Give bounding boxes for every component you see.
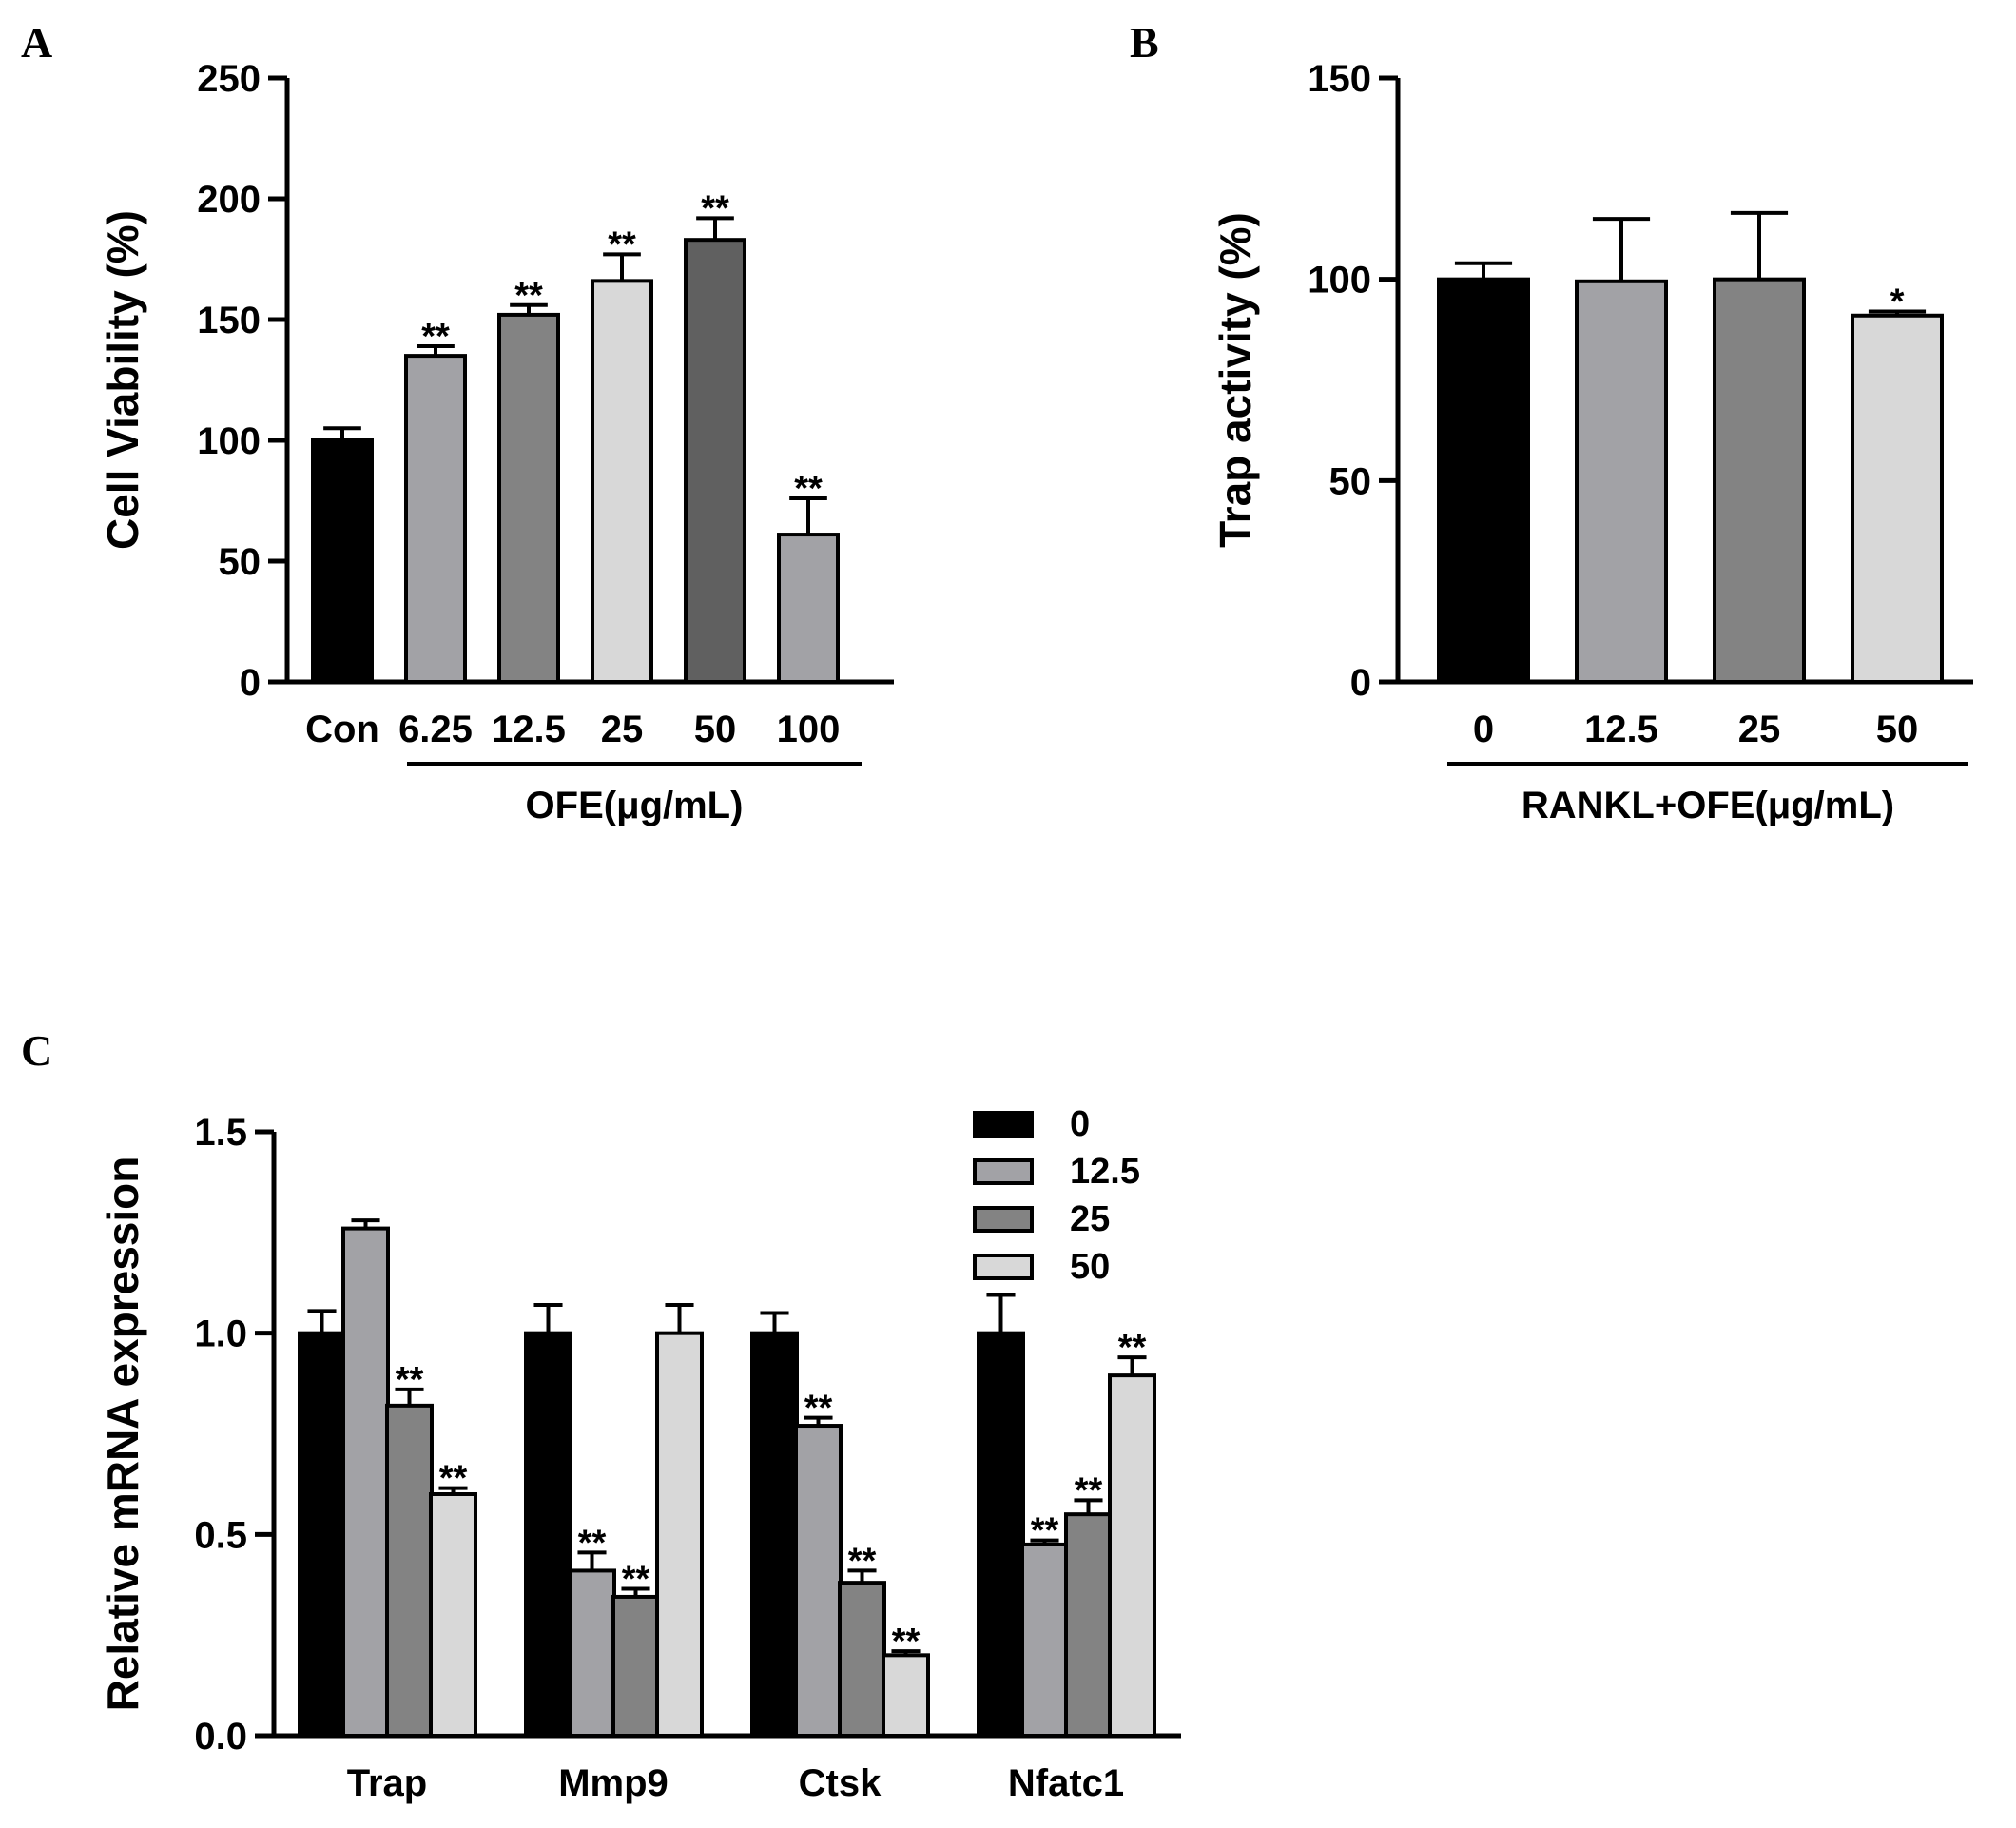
chart-c-bar-trap-12-5 [341, 1226, 390, 1738]
chart-c-x-tick-label-mmp9: Mmp9 [558, 1762, 669, 1804]
chart-c-bar-nfatc1-0 [977, 1331, 1025, 1738]
chart-a-significance-100: ** [794, 469, 823, 509]
chart-b-bar-12-5 [1575, 279, 1668, 684]
chart-a-cell-viability: 0 50 100 150 200 250 Cell Viability (%) Con ** 6.… [98, 58, 894, 826]
chart-b-bar-25 [1713, 277, 1806, 684]
chart-c-bar-nfatc1-12-5 [1020, 1542, 1069, 1738]
chart-a-significance-12-5: ** [514, 276, 543, 316]
chart-c-legend-swatch-12-5 [973, 1158, 1034, 1185]
chart-b-y-tick-label: 150 [1308, 58, 1371, 100]
chart-a-bar-12-5 [497, 312, 560, 684]
chart-a-y-tick-label: 0 [240, 662, 261, 704]
chart-c-legend-label-0: 0 [1070, 1104, 1090, 1144]
panel-letter-c: C [21, 1026, 52, 1075]
chart-a-y-tick-label: 250 [197, 58, 261, 100]
chart-c-legend-label-50: 50 [1070, 1247, 1110, 1287]
chart-b-group-label: RANKL+OFE(μg/mL) [1522, 785, 1894, 826]
chart-c-bar-ctsk-0 [750, 1331, 799, 1738]
chart-a-significance-25: ** [608, 224, 636, 264]
chart-a-significance-50: ** [701, 188, 729, 228]
chart-b-y-tick-label: 0 [1350, 662, 1371, 704]
chart-c-significance-ctsk-12-5: ** [804, 1389, 833, 1429]
chart-a-group-label: OFE(μg/mL) [526, 785, 744, 826]
chart-c-significance-nfatc1-25: ** [1075, 1470, 1103, 1510]
chart-a-y-tick-label: 150 [197, 300, 261, 341]
chart-b-bar-50 [1851, 313, 1944, 684]
chart-b-x-tick-label-25: 25 [1738, 709, 1781, 750]
chart-a-x-tick-label-100: 100 [777, 709, 841, 750]
chart-a-bar-25 [591, 279, 653, 684]
chart-c-significance-trap-25: ** [396, 1360, 424, 1400]
chart-c-significance-nfatc1-50: ** [1118, 1328, 1147, 1368]
chart-c-y-axis-title: Relative mRNA expression [98, 1157, 147, 1712]
chart-a-x-tick-label-6-25: 6.25 [398, 709, 473, 750]
chart-b-x-tick-label-12-5: 12.5 [1584, 709, 1658, 750]
chart-c-x-tick-label-trap: Trap [347, 1762, 427, 1804]
chart-c-y-tick-label: 0.5 [194, 1514, 247, 1556]
chart-c-bar-nfatc1-50 [1108, 1373, 1156, 1739]
chart-a-x-tick-label-con: Con [305, 709, 379, 750]
chart-c-significance-mmp9-25: ** [622, 1559, 650, 1599]
chart-a-bar-con [311, 438, 374, 684]
panel-letter-a: A [21, 18, 52, 67]
chart-c-significance-trap-50: ** [439, 1459, 468, 1499]
chart-b-trap-activity: 0 50 100 150 Trap activity (%) 0 12.5 25 * 50 RANK… [1211, 58, 1973, 826]
chart-b-y-tick-label: 100 [1308, 260, 1371, 301]
chart-c-legend-swatch-50 [973, 1254, 1034, 1280]
chart-a-bar-100 [777, 533, 840, 684]
chart-c-bar-ctsk-25 [838, 1581, 886, 1738]
chart-c-bar-mmp9-12-5 [568, 1568, 616, 1739]
chart-b-y-axis-title: Trap activity (%) [1211, 212, 1260, 548]
chart-b-bar-0 [1437, 277, 1530, 684]
chart-c-y-tick-label: 1.5 [194, 1112, 247, 1154]
chart-a-x-tick-label-12-5: 12.5 [492, 709, 566, 750]
panel-letter-b: B [1130, 18, 1159, 67]
chart-a-bar-6-25 [404, 354, 467, 684]
chart-a-significance-6-25: ** [421, 317, 450, 357]
chart-a-y-axis-title: Cell Viability (%) [98, 210, 147, 550]
chart-c-x-tick-label-ctsk: Ctsk [799, 1762, 882, 1804]
chart-c-significance-mmp9-12-5: ** [578, 1523, 607, 1563]
chart-c-bar-nfatc1-25 [1064, 1512, 1113, 1738]
chart-c-bar-mmp9-50 [655, 1331, 704, 1738]
chart-b-y-tick-label: 50 [1329, 460, 1372, 502]
chart-b-x-tick-label-0: 0 [1473, 709, 1494, 750]
chart-b-significance-50: * [1890, 282, 1905, 322]
chart-c-significance-nfatc1-12-5: ** [1031, 1511, 1059, 1551]
chart-c-bar-mmp9-0 [524, 1331, 572, 1738]
chart-c-bar-trap-0 [298, 1331, 346, 1738]
chart-c-legend-swatch-0 [973, 1111, 1034, 1138]
chart-a-y-tick-label: 100 [197, 420, 261, 462]
chart-c-bar-trap-25 [385, 1403, 434, 1739]
chart-a-y-tick-label: 200 [197, 179, 261, 221]
chart-c-bar-ctsk-12-5 [794, 1424, 843, 1738]
chart-a-x-tick-label-50: 50 [694, 709, 737, 750]
chart-c-legend-label-25: 25 [1070, 1199, 1110, 1239]
chart-c-legend-swatch-25 [973, 1206, 1034, 1233]
chart-c-bar-mmp9-25 [611, 1594, 660, 1738]
chart-a-bar-50 [684, 238, 746, 684]
chart-c-significance-ctsk-50: ** [892, 1622, 921, 1662]
chart-c-mrna-expression: 0.0 0.5 1.0 1.5 Relative mRNA expression ** **… [98, 1104, 1181, 1804]
chart-c-significance-ctsk-25: ** [848, 1541, 877, 1581]
chart-c-y-tick-label: 0.0 [194, 1716, 247, 1758]
chart-a-y-tick-label: 50 [219, 541, 262, 583]
chart-a-x-tick-label-25: 25 [601, 709, 644, 750]
chart-b-x-tick-label-50: 50 [1876, 709, 1919, 750]
chart-c-y-tick-label: 1.0 [194, 1313, 247, 1355]
chart-c-x-tick-label-nfatc1: Nfatc1 [1008, 1762, 1124, 1804]
chart-c-legend-label-12-5: 12.5 [1070, 1152, 1140, 1192]
chart-c-bar-trap-50 [429, 1492, 477, 1738]
chart-c-bar-ctsk-50 [882, 1653, 930, 1739]
